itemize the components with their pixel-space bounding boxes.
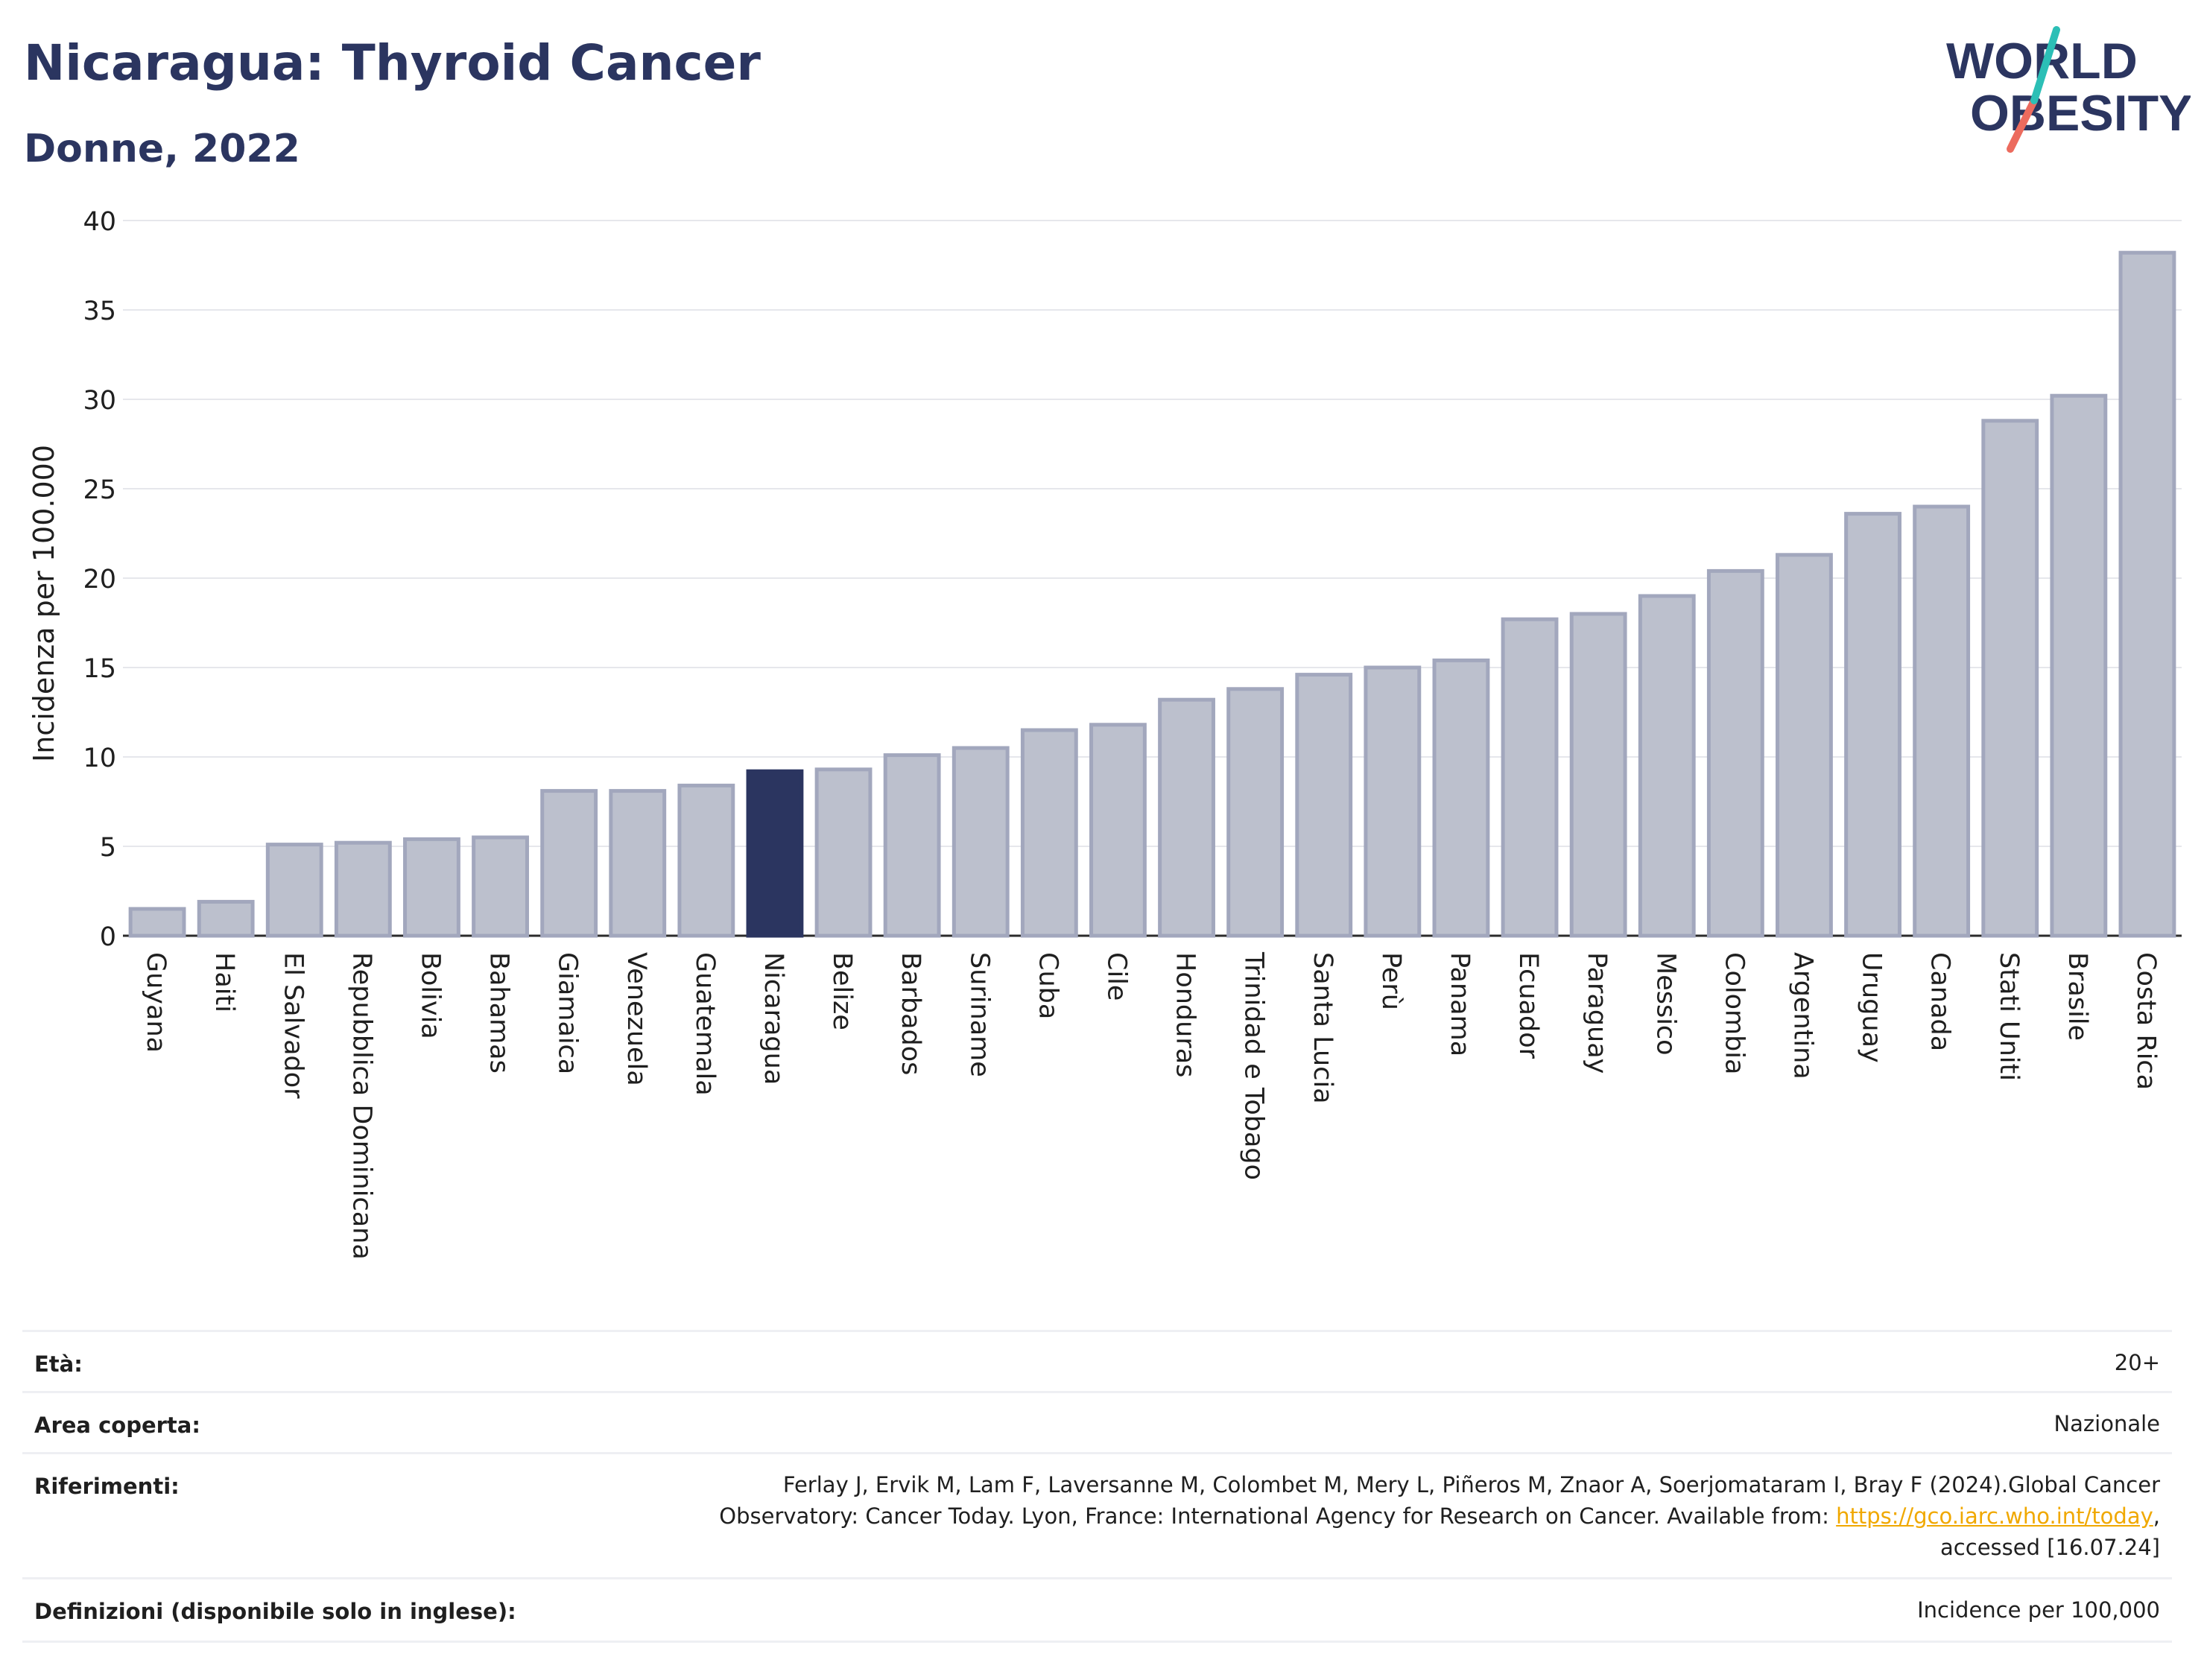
x-tick-label: El Salvador [278, 952, 308, 1099]
y-tick-labels: 0 5 10 15 20 25 30 35 40 [83, 207, 116, 952]
y-tick-label: 0 [100, 922, 116, 952]
bar-panama [1432, 658, 1490, 938]
bar-giamaica [540, 789, 598, 938]
y-tick-label: 5 [100, 833, 116, 863]
x-tick-label: Messico [1650, 952, 1680, 1056]
bar-guatemala [677, 783, 735, 938]
x-tick-label: Barbados [896, 952, 925, 1075]
x-tick-label: Guatemala [690, 952, 720, 1096]
x-tick-label: Venezuela [621, 952, 651, 1086]
chart-subtitle: Donne, 2022 [24, 127, 300, 171]
x-tick-label: Bahamas [484, 952, 514, 1074]
x-tick-label: Santa Lucia [1308, 952, 1337, 1104]
bar-paraguay [1569, 612, 1627, 938]
x-tick-label: Trinidad e Tobago [1239, 951, 1269, 1180]
info-row-references: Riferimenti: Ferlay J, Ervik M, Lam F, L… [22, 1452, 2172, 1579]
y-tick-label: 10 [83, 744, 116, 773]
x-tick-label: Suriname [964, 952, 994, 1077]
x-tick-label: Honduras [1171, 952, 1200, 1077]
area-label: Area coperta: [34, 1413, 200, 1438]
x-tick-label: Guyana [141, 952, 171, 1053]
bar-chart: 0 5 10 15 20 25 30 35 40 Guyana Haiti El Salvador R… [28, 207, 2182, 1260]
bar-cile [1089, 723, 1147, 938]
bar-belize [814, 767, 873, 938]
world-obesity-logo: WORLD OBESITY [1946, 26, 2191, 153]
x-tick-labels: Guyana Haiti El Salvador Repubblica Dominic… [141, 951, 2161, 1260]
y-tick-label: 25 [83, 475, 116, 505]
bar-trinidad-e-tobago [1226, 687, 1285, 938]
age-label: Età: [34, 1351, 83, 1377]
x-tick-label: Brasile [2062, 952, 2092, 1041]
references-label: Riferimenti: [34, 1474, 180, 1499]
chart-title: Nicaragua: Thyroid Cancer [24, 34, 761, 92]
bar-messico [1638, 594, 1696, 938]
references-line-3: accessed [16.07.24] [1940, 1535, 2160, 1560]
x-tick-label: Perù [1376, 952, 1406, 1010]
bar-ecuador [1501, 617, 1559, 938]
bar-stati-uniti [1981, 419, 2039, 938]
x-tick-label: Costa Rica [2131, 952, 2161, 1090]
x-tick-label: Colombia [1719, 952, 1749, 1074]
info-row-definitions: Definizioni (disponibile solo in inglese… [22, 1577, 2172, 1643]
x-tick-label: Paraguay [1582, 952, 1612, 1074]
bars [128, 250, 2176, 938]
bar-guyana [128, 907, 186, 938]
grid-lines [123, 220, 2182, 937]
y-tick-label: 35 [83, 297, 116, 326]
x-tick-label: Repubblica Dominicana [346, 952, 376, 1260]
bar-el-salvador [265, 843, 323, 938]
y-tick-label: 40 [83, 207, 116, 237]
x-tick-label: Ecuador [1513, 952, 1543, 1059]
x-tick-label: Uruguay [1857, 952, 1887, 1063]
y-tick-label: 15 [83, 654, 116, 684]
y-tick-label: 30 [83, 386, 116, 416]
x-tick-label: Canada [1925, 952, 1955, 1051]
x-tick-label: Giamaica [553, 952, 583, 1074]
definitions-value: Incidence per 100,000 [1917, 1597, 2160, 1623]
bar-haiti [197, 899, 255, 938]
bar-nicaragua [746, 769, 804, 938]
references-line-2: Observatory: Cancer Today. Lyon, France:… [719, 1503, 2160, 1529]
bar-colombia [1706, 568, 1764, 938]
bar-repubblica-dominicana [334, 840, 392, 938]
x-tick-label: Panama [1445, 952, 1475, 1056]
bar-costa-rica [2118, 250, 2176, 938]
bar-suriname [951, 746, 1010, 938]
bar-barbados [883, 753, 941, 938]
info-row-area: Area coperta: Nazionale [22, 1391, 2172, 1454]
bar-uruguay [1844, 512, 1901, 938]
x-tick-label: Nicaragua [759, 952, 788, 1085]
info-row-age: Età: 20+ [22, 1330, 2172, 1393]
x-tick-label: Cuba [1033, 952, 1063, 1019]
x-tick-label: Cile [1101, 952, 1131, 1001]
svg-text:OBESITY: OBESITY [1970, 85, 2191, 142]
y-axis-label: Incidenza per 100.000 [28, 445, 60, 762]
bar-per- [1364, 665, 1422, 938]
bar-argentina [1776, 553, 1833, 938]
references-value: Ferlay J, Ervik M, Lam F, Laversanne M, … [719, 1469, 2160, 1563]
bar-santa-lucia [1295, 673, 1353, 938]
x-tick-label: Belize [827, 952, 857, 1030]
bar-venezuela [609, 789, 667, 938]
y-tick-label: 20 [83, 565, 116, 595]
bar-brasile [2050, 393, 2108, 938]
bar-honduras [1158, 697, 1215, 938]
bar-cuba [1020, 728, 1078, 938]
bar-canada [1913, 504, 1971, 938]
gco-link[interactable]: https://gco.iarc.who.int/today [1836, 1503, 2153, 1529]
x-tick-label: Haiti [209, 952, 239, 1012]
x-tick-label: Stati Uniti [1994, 952, 2024, 1081]
area-value: Nazionale [2053, 1411, 2160, 1436]
bar-bahamas [472, 835, 529, 938]
age-value: 20+ [2114, 1350, 2160, 1375]
references-line-1: Ferlay J, Ervik M, Lam F, Laversanne M, … [782, 1472, 2160, 1497]
x-tick-label: Argentina [1787, 952, 1817, 1080]
x-tick-label: Bolivia [415, 952, 445, 1039]
definitions-label: Definizioni (disponibile solo in inglese… [34, 1599, 516, 1624]
bar-bolivia [403, 837, 460, 938]
